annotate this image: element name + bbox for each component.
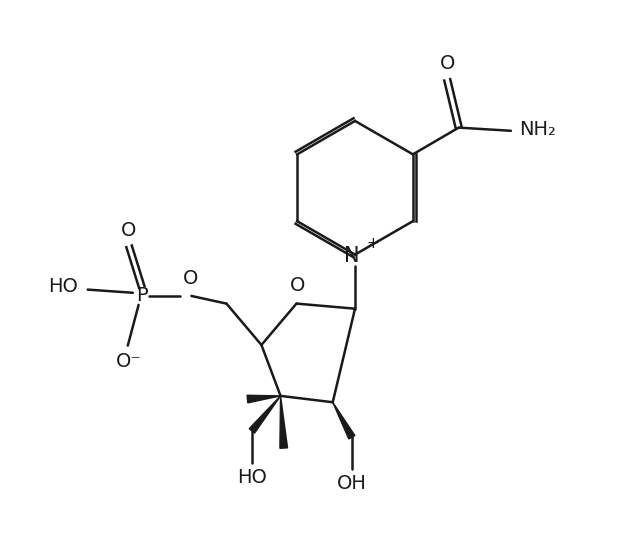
- Text: OH: OH: [337, 474, 367, 493]
- Text: HO: HO: [49, 277, 79, 296]
- Text: O: O: [183, 269, 198, 288]
- Text: O: O: [440, 55, 455, 74]
- Text: O: O: [122, 221, 137, 240]
- Text: O⁻: O⁻: [116, 352, 142, 371]
- Text: N: N: [344, 246, 360, 266]
- Text: HO: HO: [237, 468, 267, 487]
- Text: O: O: [290, 276, 305, 295]
- Text: NH₂: NH₂: [519, 120, 556, 139]
- Polygon shape: [333, 403, 355, 439]
- Text: +: +: [367, 236, 380, 250]
- Text: P: P: [136, 286, 148, 306]
- Polygon shape: [280, 396, 287, 448]
- Polygon shape: [247, 395, 280, 403]
- Polygon shape: [249, 396, 280, 433]
